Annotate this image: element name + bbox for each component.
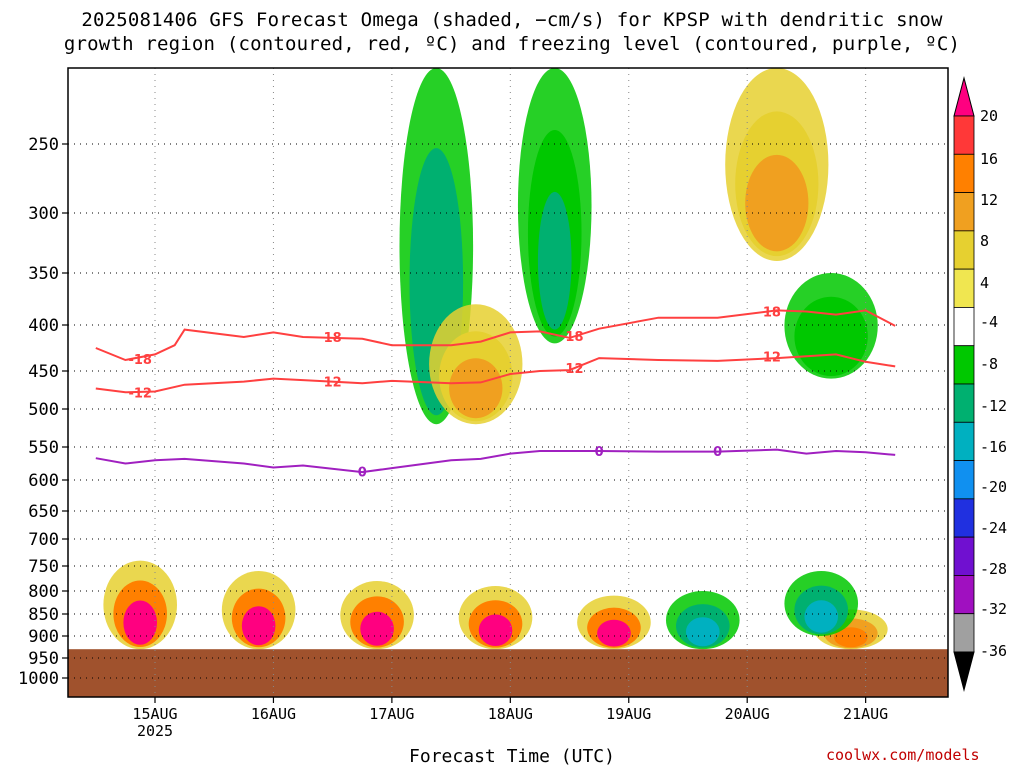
colorbar-tick-label: -32	[980, 600, 1007, 618]
contour-label: 12	[324, 376, 342, 391]
colorbar-bin	[953, 345, 975, 385]
y-tick-label: 300	[28, 204, 59, 224]
colorbar-tick-label: -16	[980, 438, 1007, 456]
omega-feature-core	[745, 154, 809, 252]
omega-feature-core	[537, 191, 572, 330]
omega-feature-core	[360, 611, 394, 646]
x-tick-label: 15AUG	[132, 705, 177, 723]
colorbar-bin	[953, 268, 975, 308]
chart-title-line-2: growth region (contoured, red, ºC) and f…	[63, 33, 961, 55]
x-tick-label: 21AUG	[843, 705, 888, 723]
omega-feature-core	[241, 606, 276, 646]
colorbar-bin	[953, 153, 975, 193]
colorbar-bin	[953, 307, 975, 347]
colorbar-bin	[953, 575, 975, 615]
contour-line-0	[95, 448, 896, 474]
chart-title-line-1: 2025081406 GFS Forecast Omega (shaded, −…	[81, 9, 943, 31]
y-tick-label: 1000	[18, 669, 59, 689]
contour-label: 12	[565, 362, 583, 377]
x-tick-label: 20AUG	[725, 705, 770, 723]
y-tick-label: 800	[28, 582, 59, 602]
colorbar-tick-label: -36	[980, 642, 1007, 660]
plot-content: -18 -12 18 12 0 18 12 0 18 12 0	[68, 68, 948, 697]
contour-label: 0	[713, 445, 722, 460]
y-tick-label: 350	[28, 264, 59, 284]
contour-label: 12	[763, 350, 781, 365]
x-tick-label: 17AUG	[369, 705, 414, 723]
colorbar-tick-label: -12	[980, 397, 1007, 415]
omega-feature-core	[123, 600, 157, 645]
x-axis-title: Forecast Time (UTC)	[409, 746, 615, 767]
colorbar-tick-label: 4	[980, 274, 989, 292]
colorbar-tick-label: -8	[980, 355, 998, 373]
y-tick-label: 500	[28, 400, 59, 420]
contour-label: -18	[128, 353, 152, 368]
y-tick-label: 550	[28, 438, 59, 458]
omega-feature-core	[834, 627, 868, 648]
y-tick-label: 250	[28, 135, 59, 155]
x-tick-label: 18AUG	[488, 705, 533, 723]
x-tick-label: 19AUG	[606, 705, 651, 723]
colorbar-bin	[953, 421, 975, 461]
contour-label: 0	[358, 465, 367, 480]
contour-line-minus12	[95, 353, 896, 394]
omega-feature-core	[478, 614, 513, 647]
colorbar-bin	[953, 192, 975, 232]
colorbar-bin	[953, 536, 975, 576]
y-tick-label: 650	[28, 502, 59, 522]
y-tick-label: 400	[28, 316, 59, 336]
colorbar-bottom-triangle	[953, 651, 975, 692]
colorbar-bin	[953, 230, 975, 270]
y-tick-label: 700	[28, 530, 59, 550]
x-tick-sublabel: 2025	[137, 722, 173, 740]
contour-label: 18	[763, 305, 781, 320]
colorbar-tick-label: -24	[980, 519, 1007, 537]
y-tick-label: 450	[28, 362, 59, 382]
omega-feature-core	[449, 358, 503, 419]
y-tick-label: 750	[28, 557, 59, 577]
colorbar-tick-label: -28	[980, 560, 1007, 578]
omega-feature-core	[597, 619, 631, 647]
colorbar-tick-label: -20	[980, 478, 1007, 496]
contour-label: -12	[128, 386, 152, 401]
omega-feature-core	[804, 600, 839, 633]
colorbar-bin	[953, 115, 975, 155]
colorbar-tick-label: 8	[980, 232, 989, 250]
y-tick-label: 850	[28, 605, 59, 625]
colorbar-bin	[953, 383, 975, 423]
colorbar-bin	[953, 613, 975, 653]
y-tick-label: 950	[28, 649, 59, 669]
plot-frame	[67, 67, 949, 698]
colorbar-tick-label: 12	[980, 191, 998, 209]
chart-title: 2025081406 GFS Forecast Omega (shaded, −…	[0, 8, 1024, 56]
x-tick-label: 16AUG	[251, 705, 296, 723]
omega-feature-core	[804, 320, 858, 374]
contour-label: 18	[324, 331, 342, 346]
omega-feature-core	[685, 617, 720, 647]
source-credit[interactable]: coolwx.com/models	[826, 746, 980, 764]
colorbar-tick-label: 16	[980, 150, 998, 168]
contour-label: 18	[565, 330, 583, 345]
colorbar-top-triangle	[953, 76, 975, 117]
colorbar-bin	[953, 460, 975, 500]
ground-shading	[68, 649, 948, 697]
contour-line-minus18	[95, 309, 896, 362]
y-tick-label: 900	[28, 627, 59, 647]
colorbar-tick-label: 20	[980, 107, 998, 125]
y-tick-label: 600	[28, 471, 59, 491]
colorbar-tick-label: -4	[980, 313, 998, 331]
contour-label: 0	[595, 445, 604, 460]
colorbar-bin	[953, 498, 975, 538]
